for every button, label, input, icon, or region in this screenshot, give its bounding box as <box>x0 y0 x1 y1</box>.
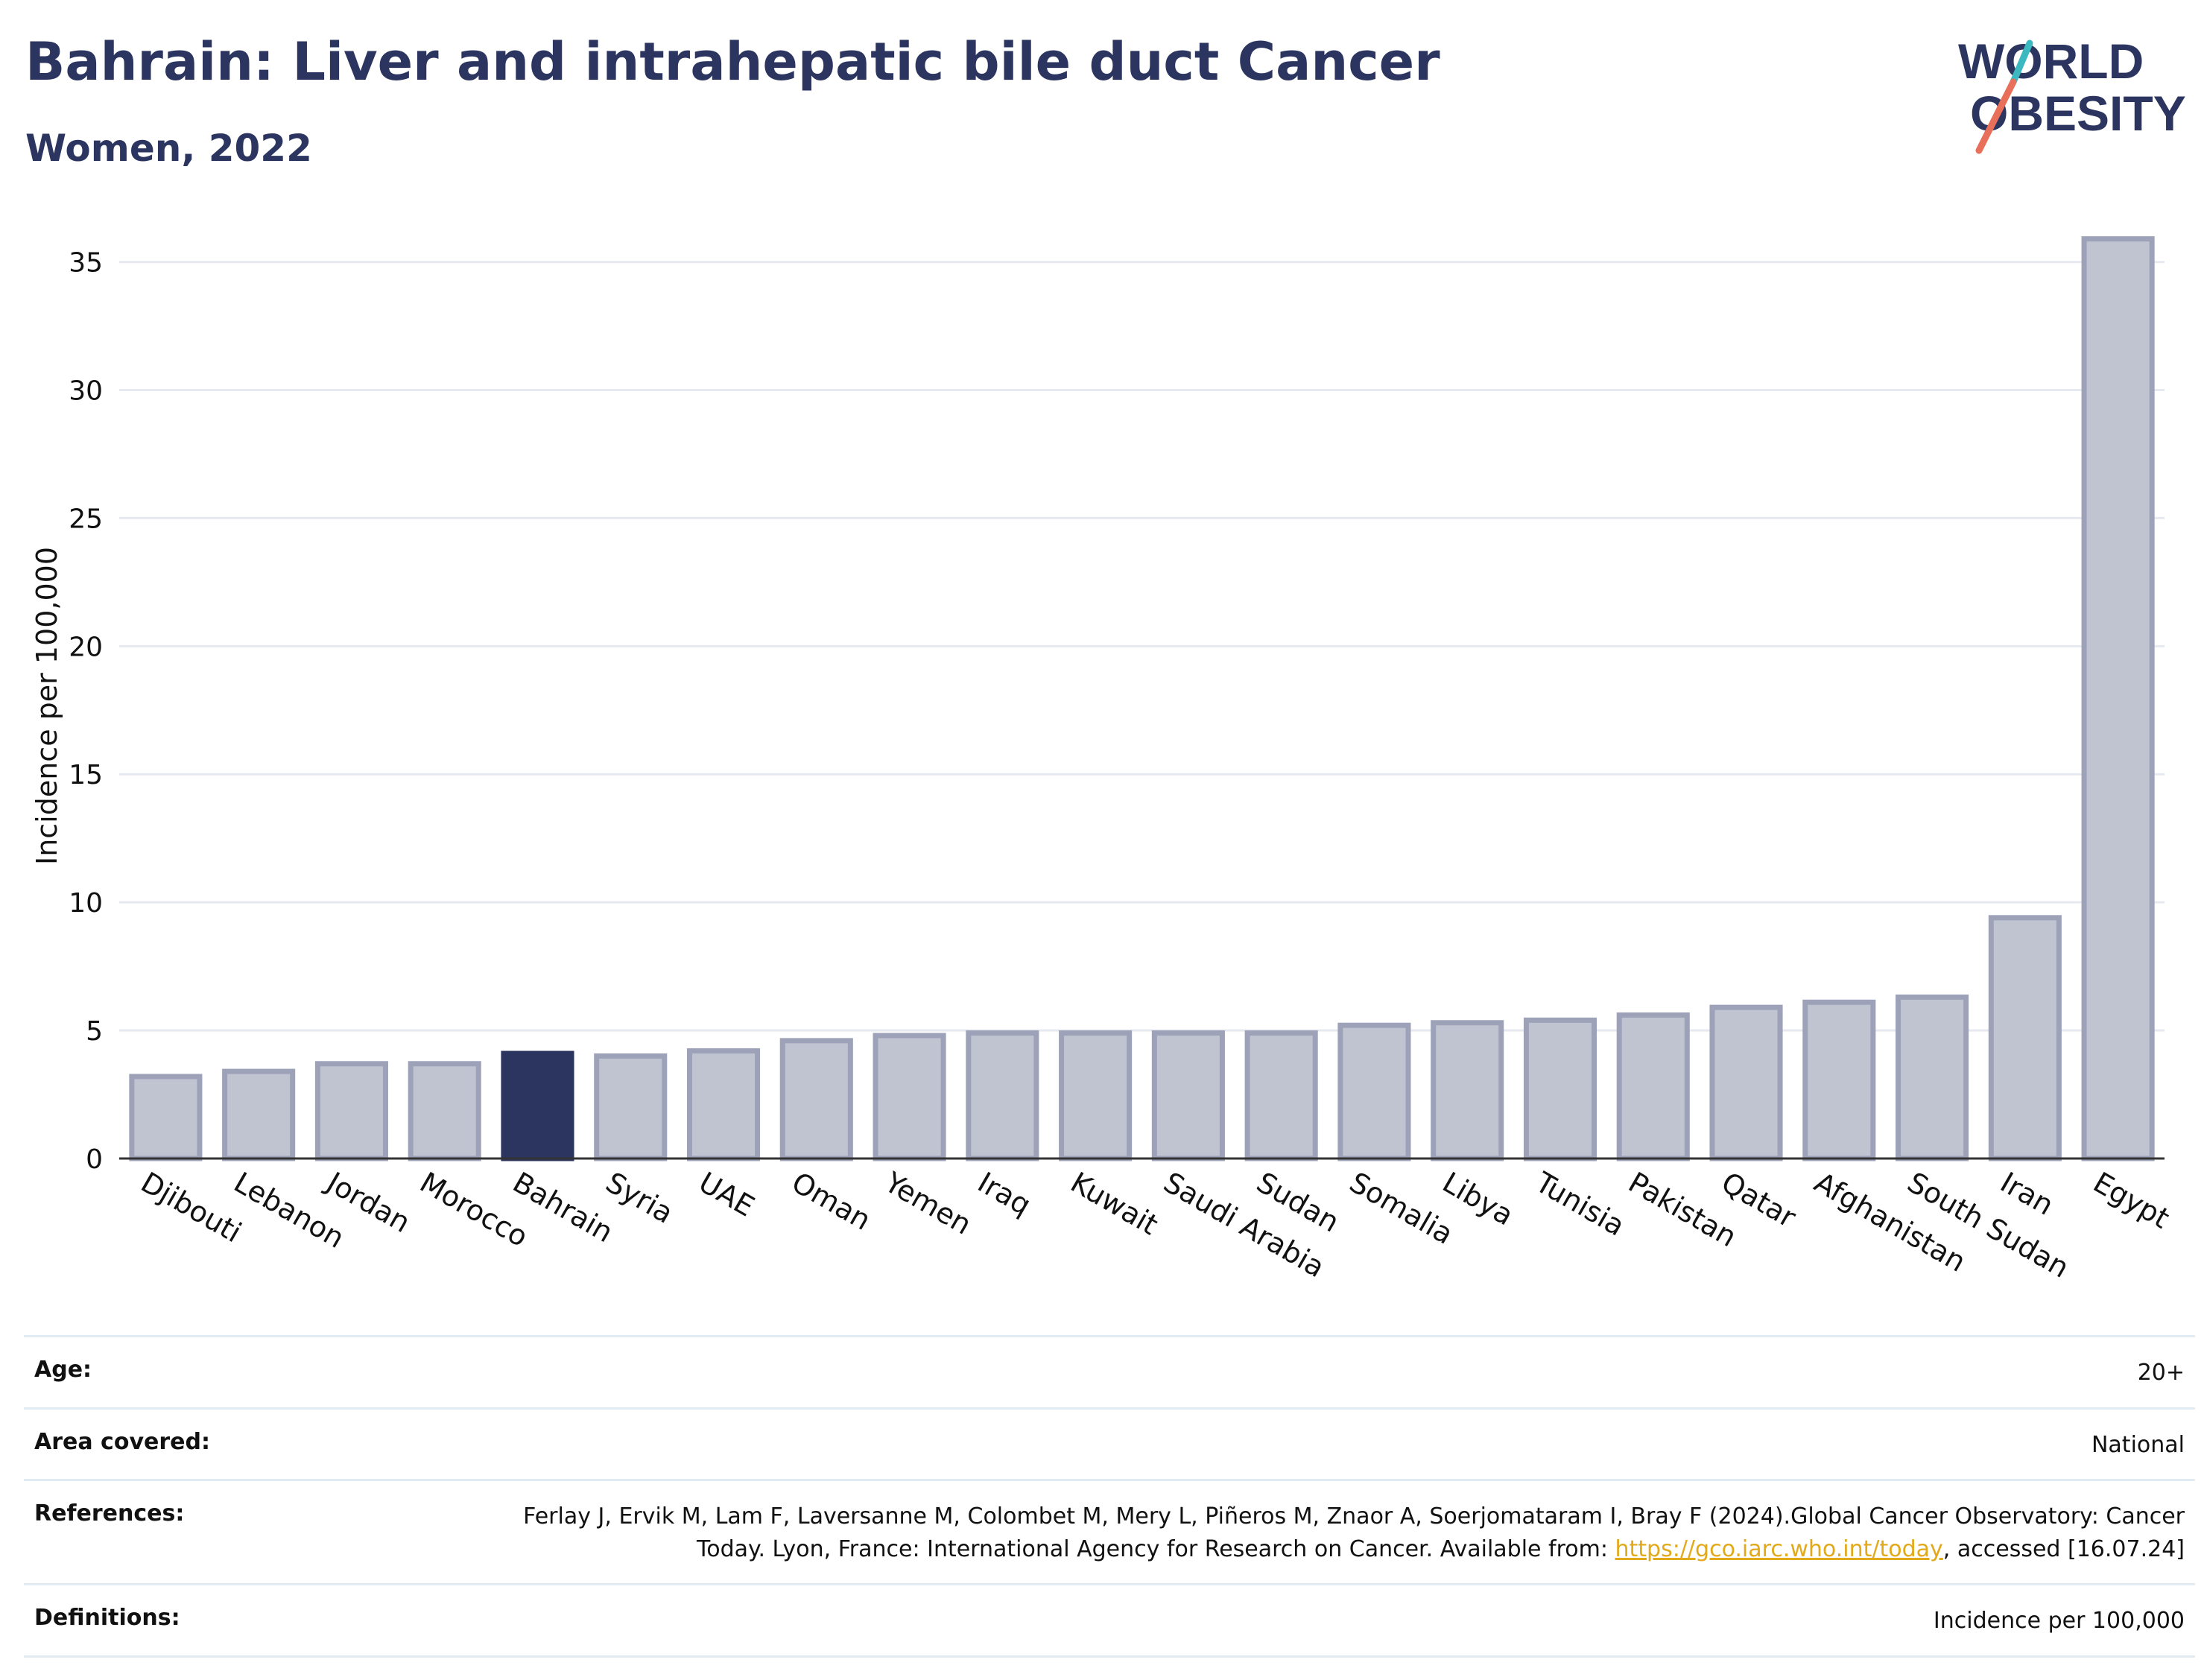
chart-title: Bahrain: Liver and intrahepatic bile duc… <box>25 31 1440 92</box>
bar <box>873 1033 946 1161</box>
x-tick-label: Tunisia <box>1530 1165 1630 1243</box>
bar <box>1244 1030 1318 1161</box>
bar <box>966 1030 1039 1161</box>
logo-line1: WORLD <box>1958 34 2144 89</box>
y-tick-label: 10 <box>69 888 103 919</box>
y-tick-label: 15 <box>69 760 103 790</box>
bar <box>1616 1012 1690 1161</box>
bar <box>222 1068 296 1161</box>
y-axis-ticks: 0 5 10 15 20 25 30 35 <box>69 248 103 1175</box>
world-obesity-logo: WORLD OBESITY <box>1958 34 2186 154</box>
bar <box>594 1053 668 1161</box>
y-tick-label: 30 <box>69 375 103 406</box>
meta-row-area: Area covered: National <box>24 1407 2195 1480</box>
x-tick-label: Kuwait <box>1065 1166 1164 1242</box>
bar <box>501 1050 574 1161</box>
meta-label-definitions: Definitions: <box>34 1605 180 1631</box>
x-tick-label: Djibouti <box>136 1166 247 1249</box>
reference-text: Ferlay J, Ervik M, Lam F, Laversanne M, … <box>523 1503 2185 1562</box>
x-tick-label: Iran <box>1995 1166 2059 1222</box>
bar <box>779 1038 853 1161</box>
bar <box>314 1061 388 1161</box>
x-tick-label: Egypt <box>2088 1166 2175 1235</box>
bar <box>129 1074 203 1161</box>
meta-label-age: Age: <box>34 1357 92 1383</box>
meta-value-definitions: Incidence per 100,000 <box>1933 1608 2185 1634</box>
bar <box>1059 1030 1133 1161</box>
bar <box>1802 999 1876 1161</box>
y-tick-label: 5 <box>86 1016 103 1047</box>
chart-subtitle: Women, 2022 <box>25 127 312 170</box>
meta-value-area: National <box>2091 1431 2185 1458</box>
bar <box>408 1061 481 1161</box>
meta-value-age: 20+ <box>2137 1360 2185 1386</box>
y-tick-label: 25 <box>69 504 103 534</box>
x-tick-label: Iraq <box>972 1166 1036 1222</box>
y-tick-label: 35 <box>69 248 103 279</box>
bar <box>1896 994 1969 1161</box>
bar <box>1523 1017 1597 1161</box>
x-tick-label: Somalia <box>1344 1166 1459 1251</box>
reference-link[interactable]: https://gco.iarc.who.int/today <box>1615 1535 1943 1562</box>
logo-slash-coral <box>1975 78 2017 154</box>
x-tick-label: Oman <box>786 1166 876 1237</box>
meta-row-definitions: Definitions: Incidence per 100,000 <box>24 1583 2195 1658</box>
bar <box>1709 1004 1783 1161</box>
x-tick-label: Yemen <box>878 1165 977 1241</box>
meta-row-references: References: Ferlay J, Ervik M, Lam F, La… <box>24 1479 2195 1583</box>
grid-lines <box>119 261 2165 1032</box>
reference-accessed: , accessed [16.07.24] <box>1942 1535 2185 1562</box>
bar <box>686 1048 761 1161</box>
bar <box>2081 236 2155 1161</box>
bars <box>129 236 2155 1161</box>
bar <box>1337 1022 1411 1161</box>
meta-label-references: References: <box>34 1500 185 1527</box>
bar-chart: 0 5 10 15 20 25 30 35 DjiboutiLebanonJordanMoro… <box>31 236 2175 1284</box>
meta-value-references: Ferlay J, Ervik M, Lam F, Laversanne M, … <box>508 1500 2185 1565</box>
logo-slash-teal <box>2010 39 2033 86</box>
bar <box>1151 1030 1225 1161</box>
bar <box>1988 915 2062 1161</box>
meta-row-age: Age: 20+ <box>24 1335 2195 1407</box>
x-tick-label: UAE <box>694 1166 760 1223</box>
y-tick-label: 20 <box>69 632 103 662</box>
meta-label-area: Area covered: <box>34 1428 210 1455</box>
logo-line2: OBESITY <box>1970 86 2186 141</box>
x-axis-ticks: DjiboutiLebanonJordanMoroccoBahrainSyria… <box>136 1165 2175 1284</box>
bar <box>1431 1020 1504 1161</box>
y-axis-label: Incidence per 100,000 <box>31 547 63 865</box>
y-tick-label: 0 <box>86 1144 103 1175</box>
metadata-table: Age: 20+ Area covered: National Referenc… <box>24 1335 2195 1658</box>
